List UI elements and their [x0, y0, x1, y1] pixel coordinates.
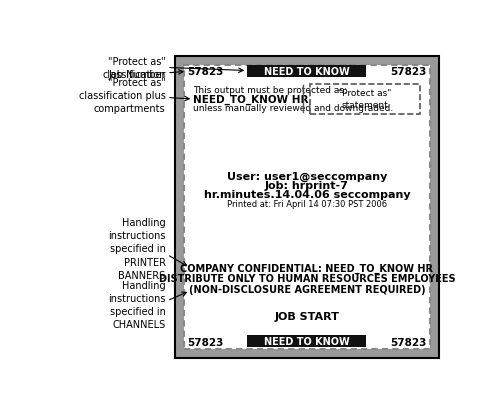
Text: JOB START: JOB START [274, 311, 339, 321]
Text: unless manually reviewed and downgraded.: unless manually reviewed and downgraded. [193, 104, 394, 113]
Text: "Protect as"
statement: "Protect as" statement [338, 89, 392, 110]
Text: 57823: 57823 [390, 67, 427, 77]
Text: 57823: 57823 [187, 337, 223, 348]
Bar [175, 57, 439, 358]
Text: hr.minutes.14.04.06 seccompany: hr.minutes.14.04.06 seccompany [203, 190, 410, 200]
Bar [175, 57, 439, 358]
Text: This output must be protected as:: This output must be protected as: [193, 86, 347, 95]
Text: "Protect as"
classification: "Protect as" classification [102, 57, 165, 80]
Text: NEED TO KNOW: NEED TO KNOW [264, 67, 349, 77]
Text: (NON-DISCLOSURE AGREEMENT REQUIRED): (NON-DISCLOSURE AGREEMENT REQUIRED) [189, 285, 425, 294]
Bar [247, 66, 366, 78]
Text: "Protect as"
classification plus
compartments: "Protect as" classification plus compart… [79, 78, 165, 114]
Text: Handling
instructions
specified in
CHANNELS: Handling instructions specified in CHANN… [108, 280, 165, 330]
Text: DISTRIBUTE ONLY TO HUMAN RESOURCES EMPLOYEES: DISTRIBUTE ONLY TO HUMAN RESOURCES EMPLO… [158, 274, 455, 284]
Text: Handling
instructions
specified in
PRINTER
BANNERS: Handling instructions specified in PRINT… [108, 218, 165, 280]
Bar [247, 335, 366, 347]
Text: 57823: 57823 [390, 337, 427, 348]
Text: Job Number: Job Number [108, 70, 165, 79]
Text: User: user1@seccompany: User: user1@seccompany [227, 171, 387, 182]
Text: 57823: 57823 [187, 67, 223, 77]
Text: Job: hrprint-7: Job: hrprint-7 [265, 181, 349, 191]
Text: NEED_TO_KNOW HR: NEED_TO_KNOW HR [193, 94, 309, 105]
Bar [184, 66, 430, 348]
Bar [309, 84, 420, 115]
Text: COMPANY CONFIDENTIAL: NEED_TO_KNOW HR: COMPANY CONFIDENTIAL: NEED_TO_KNOW HR [180, 263, 433, 273]
Bar [184, 66, 430, 348]
Text: NEED TO KNOW: NEED TO KNOW [264, 336, 349, 346]
Text: Printed at: Fri April 14 07:30 PST 2006: Printed at: Fri April 14 07:30 PST 2006 [227, 200, 387, 209]
